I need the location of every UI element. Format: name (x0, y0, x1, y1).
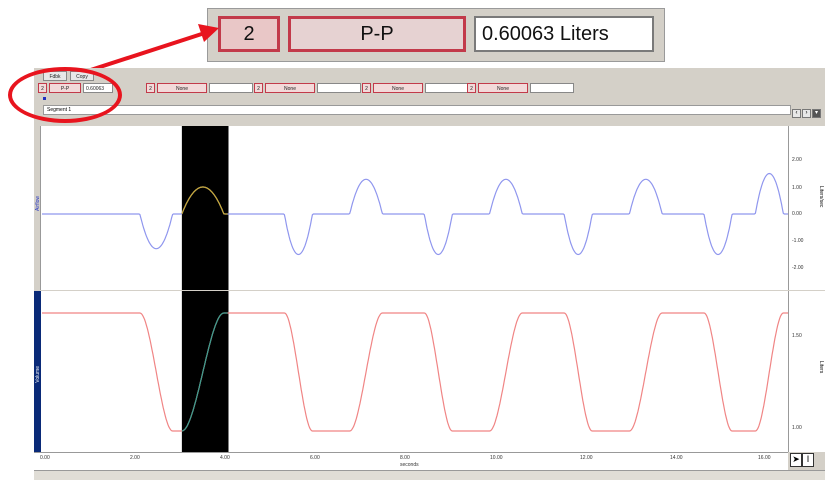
y-tick-label: 1.00 (792, 425, 802, 431)
selection-region (181, 291, 229, 452)
airflow-plot (42, 126, 788, 290)
x-tick-label: 14.00 (670, 455, 683, 461)
y-tick-label: 1.00 (792, 185, 802, 191)
airflow-scale: 2.00 1.00 0.00 -1.00 -2.00 Liters/sec (788, 126, 825, 290)
arrow-tool-icon[interactable]: ➤ (790, 453, 802, 467)
annotation-ellipse (8, 67, 122, 123)
scroll-left-button[interactable]: ‹ (792, 109, 801, 118)
measurement-channel-select[interactable]: 2 (254, 83, 263, 93)
scroll-right-button[interactable]: › (802, 109, 811, 118)
zoom-measurement-type-box: P-P (288, 16, 466, 52)
zoom-channel-box: 2 (218, 16, 280, 52)
x-tick-label: 6.00 (310, 455, 320, 461)
selected-trace (181, 312, 228, 432)
volume-scale: 1.50 1.00 Liters (788, 291, 825, 452)
measurement-type-select[interactable]: None (478, 83, 528, 93)
selected-trace (181, 186, 228, 215)
volume-plot (42, 291, 788, 452)
airflow-units: Liters/sec (818, 186, 824, 208)
x-tick-label: 16.00 (758, 455, 771, 461)
measurement-value (317, 83, 361, 93)
measurement-value (530, 83, 574, 93)
y-tick-label: -2.00 (792, 265, 804, 271)
y-tick-label: -1.00 (792, 238, 804, 244)
airflow-panel: Airflow 2.00 1.00 0.00 -1.00 -2.00 Liter… (34, 126, 825, 290)
app-window: Fdbk Copy 2 P-P 0.60063 2 None 2 None 2 … (34, 68, 825, 480)
x-tick-label: 4.00 (220, 455, 230, 461)
airflow-channel-label[interactable]: Airflow (34, 126, 41, 290)
measurement-channel-select[interactable]: 2 (146, 83, 155, 93)
measurement-type-select[interactable]: None (157, 83, 207, 93)
measurement-channel-select[interactable]: 2 (467, 83, 476, 93)
volume-channel-label[interactable]: Volume (34, 291, 41, 452)
x-tick-label: 2.00 (130, 455, 140, 461)
x-axis: 0.00 2.00 4.00 6.00 8.00 10.00 12.00 14.… (34, 452, 788, 471)
y-tick-label: 2.00 (792, 157, 802, 163)
data-trace (42, 312, 788, 432)
x-tick-label: 10.00 (490, 455, 503, 461)
x-tick-label: 0.00 (40, 455, 50, 461)
x-tick-label: 8.00 (400, 455, 410, 461)
x-tick-label: 12.00 (580, 455, 593, 461)
zoom-measurement-value-box: 0.60063 Liters (474, 16, 654, 52)
measurement-type-select[interactable]: None (265, 83, 315, 93)
measurement-type-select[interactable]: None (373, 83, 423, 93)
measurement-value (425, 83, 469, 93)
scroll-down-button[interactable]: ▾ (812, 109, 821, 118)
volume-units: Liters (818, 361, 824, 374)
segment-bar: Segment 1 (43, 105, 791, 115)
x-axis-label: seconds (400, 462, 419, 468)
ibeam-tool-icon[interactable]: I (802, 453, 814, 467)
y-tick-label: 1.50 (792, 333, 802, 339)
y-tick-label: 0.00 (792, 211, 802, 217)
horizontal-scrollbar[interactable] (34, 470, 825, 480)
zoomed-measurement-callout: 2 P-P 0.60063 Liters (207, 8, 665, 62)
measurement-channel-select[interactable]: 2 (362, 83, 371, 93)
measurement-value (209, 83, 253, 93)
data-trace (42, 172, 788, 256)
volume-panel: Volume 1.50 1.00 Liters (34, 291, 825, 452)
